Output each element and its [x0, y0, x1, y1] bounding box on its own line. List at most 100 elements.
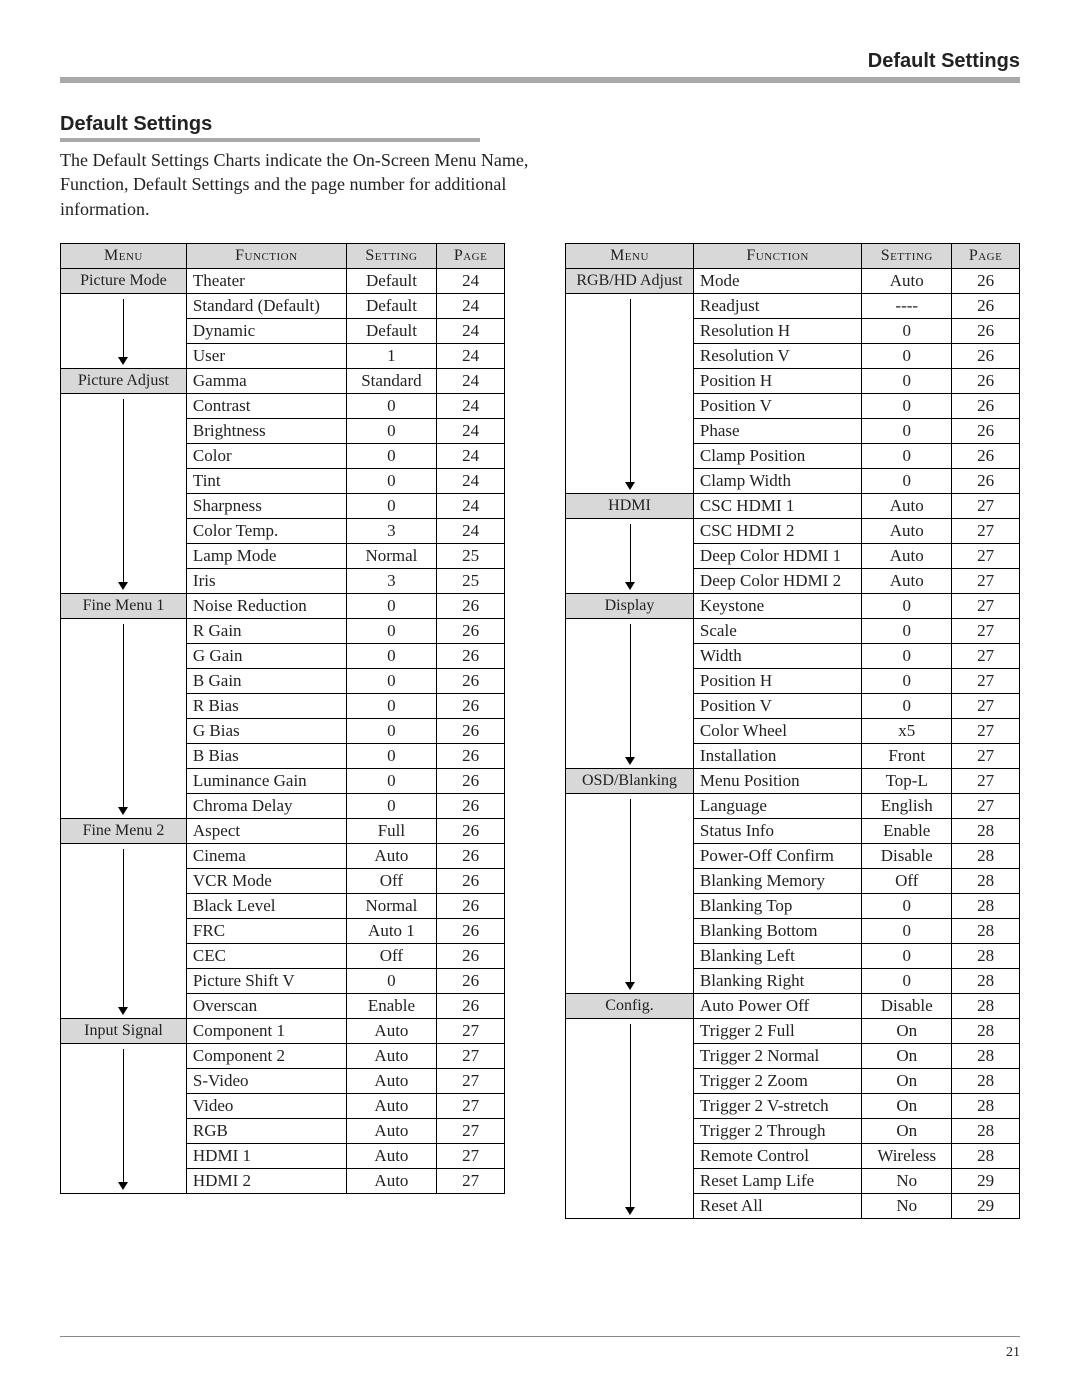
cell-function: Trigger 2 Full — [693, 1018, 861, 1043]
cell-page: 26 — [952, 368, 1020, 393]
cell-page: 27 — [437, 1118, 505, 1143]
cell-function: Color — [186, 443, 346, 468]
cell-setting: 0 — [346, 443, 436, 468]
cell-page: 28 — [952, 993, 1020, 1018]
cell-page: 28 — [952, 943, 1020, 968]
cell-function: S-Video — [186, 1068, 346, 1093]
cell-function: Trigger 2 Zoom — [693, 1068, 861, 1093]
cell-setting: 0 — [346, 643, 436, 668]
cell-function: Tint — [186, 468, 346, 493]
cell-page: 26 — [437, 618, 505, 643]
cell-function: Installation — [693, 743, 861, 768]
cell-function: R Gain — [186, 618, 346, 643]
cell-setting: 0 — [862, 918, 952, 943]
col-header-menu: Menu — [61, 243, 187, 268]
table-row: DisplayKeystone027 — [566, 593, 1020, 618]
cell-page: 27 — [952, 518, 1020, 543]
cell-setting: 0 — [862, 343, 952, 368]
cell-function: Sharpness — [186, 493, 346, 518]
intro-text: The Default Settings Charts indicate the… — [60, 148, 560, 221]
cell-setting: On — [862, 1043, 952, 1068]
menu-group-label: OSD/Blanking — [566, 768, 694, 793]
col-header-setting: Setting — [346, 243, 436, 268]
cell-setting: Off — [346, 868, 436, 893]
cell-setting: 0 — [346, 393, 436, 418]
cell-function: CSC HDMI 2 — [693, 518, 861, 543]
cell-function: Keystone — [693, 593, 861, 618]
section-title: Default Settings — [60, 113, 1020, 136]
cell-setting: English — [862, 793, 952, 818]
cell-page: 26 — [437, 943, 505, 968]
cell-page: 26 — [952, 343, 1020, 368]
cell-setting: 0 — [862, 893, 952, 918]
cell-page: 26 — [437, 793, 505, 818]
cell-page: 27 — [952, 543, 1020, 568]
cell-page: 24 — [437, 518, 505, 543]
cell-function: Power-Off Confirm — [693, 843, 861, 868]
cell-setting: 0 — [346, 968, 436, 993]
table-row: CSC HDMI 2Auto27 — [566, 518, 1020, 543]
cell-setting: Disable — [862, 843, 952, 868]
cell-setting: Enable — [862, 818, 952, 843]
cell-page: 27 — [952, 693, 1020, 718]
cell-setting: 0 — [862, 943, 952, 968]
cell-setting: 0 — [862, 468, 952, 493]
cell-function: Position V — [693, 693, 861, 718]
cell-function: Blanking Left — [693, 943, 861, 968]
cell-setting: 0 — [346, 493, 436, 518]
cell-function: Trigger 2 Through — [693, 1118, 861, 1143]
cell-function: VCR Mode — [186, 868, 346, 893]
cell-page: 27 — [952, 568, 1020, 593]
menu-group-arrow — [61, 1043, 187, 1193]
cell-page: 26 — [952, 293, 1020, 318]
menu-group-label: Fine Menu 2 — [61, 818, 187, 843]
cell-page: 26 — [437, 668, 505, 693]
cell-setting: Off — [346, 943, 436, 968]
cell-page: 27 — [952, 593, 1020, 618]
cell-setting: Auto — [346, 1018, 436, 1043]
table-row: Input SignalComponent 1Auto27 — [61, 1018, 505, 1043]
menu-group-arrow — [61, 293, 187, 368]
cell-setting: Auto — [346, 1143, 436, 1168]
header-title: Default Settings — [60, 50, 1020, 77]
cell-setting: On — [862, 1018, 952, 1043]
cell-page: 27 — [952, 493, 1020, 518]
cell-function: Reset All — [693, 1193, 861, 1218]
table-row: CinemaAuto26 — [61, 843, 505, 868]
col-header-page: Page — [437, 243, 505, 268]
table-row: OSD/BlankingMenu PositionTop-L27 — [566, 768, 1020, 793]
cell-function: G Gain — [186, 643, 346, 668]
cell-page: 28 — [952, 1143, 1020, 1168]
cell-setting: Wireless — [862, 1143, 952, 1168]
cell-setting: Auto — [862, 493, 952, 518]
menu-group-arrow — [566, 518, 694, 593]
cell-page: 26 — [437, 868, 505, 893]
cell-function: CSC HDMI 1 — [693, 493, 861, 518]
cell-page: 28 — [952, 818, 1020, 843]
cell-function: B Bias — [186, 743, 346, 768]
cell-setting: Top-L — [862, 768, 952, 793]
cell-function: Blanking Memory — [693, 868, 861, 893]
cell-function: Mode — [693, 268, 861, 293]
cell-page: 24 — [437, 418, 505, 443]
cell-page: 24 — [437, 493, 505, 518]
cell-setting: Auto — [346, 1118, 436, 1143]
cell-function: Black Level — [186, 893, 346, 918]
cell-setting: Disable — [862, 993, 952, 1018]
cell-setting: Auto — [346, 1043, 436, 1068]
menu-group-label: Input Signal — [61, 1018, 187, 1043]
cell-function: Component 2 — [186, 1043, 346, 1068]
cell-function: Blanking Top — [693, 893, 861, 918]
cell-setting: 0 — [346, 468, 436, 493]
table-row: R Gain026 — [61, 618, 505, 643]
menu-group-arrow — [61, 618, 187, 818]
cell-page: 26 — [437, 843, 505, 868]
cell-function: Resolution H — [693, 318, 861, 343]
cell-page: 26 — [437, 993, 505, 1018]
cell-function: Component 1 — [186, 1018, 346, 1043]
cell-page: 26 — [437, 593, 505, 618]
table-row: Readjust----26 — [566, 293, 1020, 318]
cell-function: CEC — [186, 943, 346, 968]
cell-setting: Auto 1 — [346, 918, 436, 943]
settings-table-right: MenuFunctionSettingPageRGB/HD AdjustMode… — [565, 243, 1020, 1219]
